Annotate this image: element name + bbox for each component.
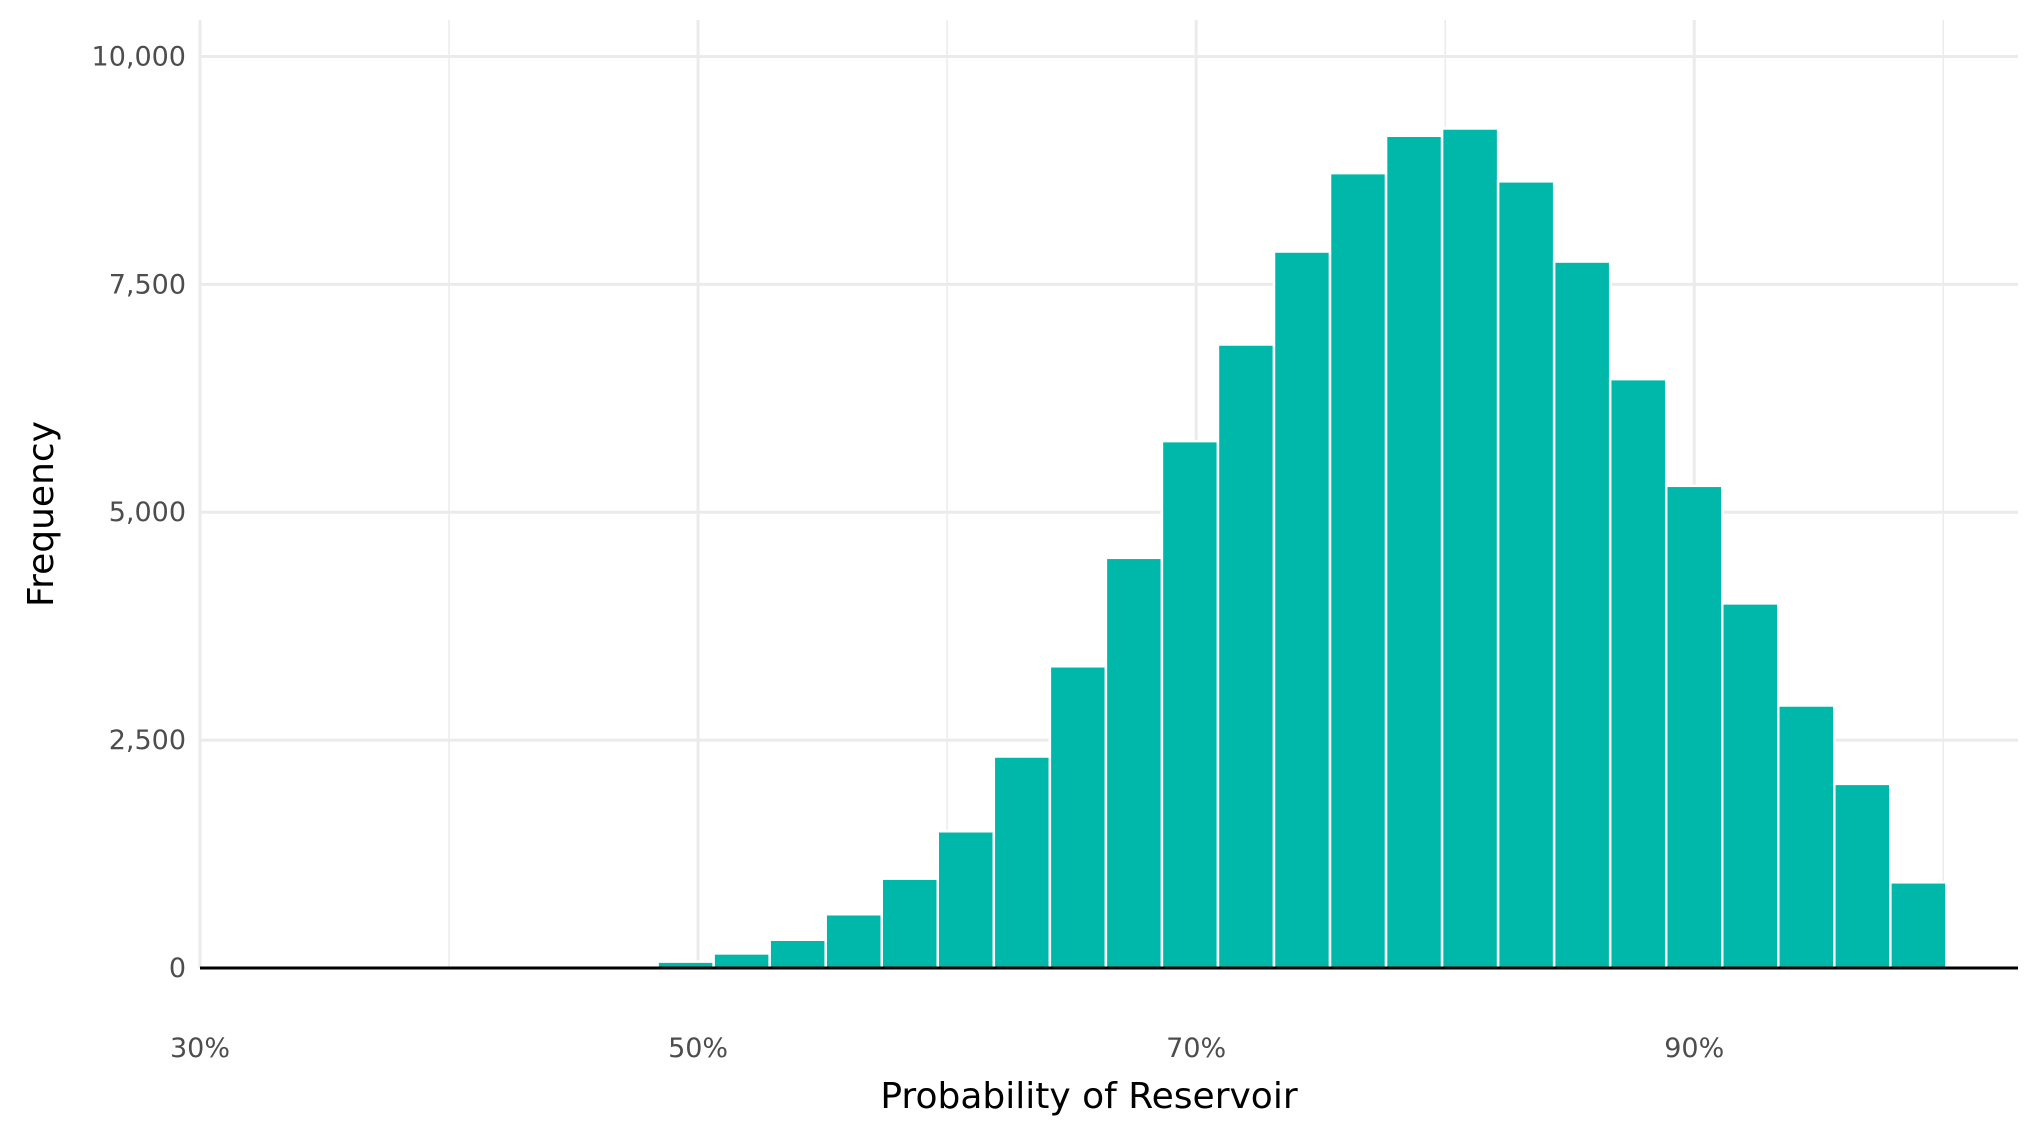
histogram-bar (1048, 665, 1108, 970)
y-tick-label: 7,500 (109, 269, 186, 300)
histogram-bar (1664, 484, 1724, 970)
x-tick-label: 30% (170, 1033, 230, 1064)
histogram-bar (1721, 602, 1780, 970)
x-tick-label: 70% (1166, 1033, 1226, 1064)
histogram-bar (1833, 782, 1892, 970)
y-tick-label: 2,500 (109, 725, 186, 756)
histogram-bar (824, 912, 884, 970)
x-tick-label: 50% (668, 1033, 728, 1064)
y-axis-title: Frequency (21, 421, 62, 607)
histogram-bar (1328, 171, 1388, 970)
histogram-bar (1889, 881, 1948, 970)
y-tick-label: 10,000 (92, 41, 186, 72)
histogram-bar (1440, 127, 1500, 970)
histogram-bar (1384, 134, 1444, 970)
histogram-bar (712, 952, 771, 970)
histogram-bars (600, 127, 1948, 970)
y-tick-label: 5,000 (109, 497, 186, 528)
y-tick-label: 0 (169, 953, 186, 984)
histogram-bar (1777, 704, 1836, 970)
histogram-bar (936, 830, 996, 970)
histogram-bar (992, 755, 1052, 970)
histogram-bar (1496, 180, 1556, 970)
y-axis-tick-labels: 0 2,500 5,000 7,500 10,000 (92, 41, 186, 984)
histogram-bar (880, 877, 940, 970)
histogram-bar (1104, 556, 1164, 970)
histogram-bar (1608, 377, 1668, 970)
x-tick-label: 90% (1664, 1033, 1724, 1064)
histogram-bar (1216, 343, 1276, 970)
histogram-bar (768, 938, 827, 970)
histogram-bar (1160, 439, 1220, 970)
histogram-bar (1272, 250, 1332, 970)
x-axis-tick-labels: 30% 50% 70% 90% (170, 1033, 1724, 1064)
histogram-bar (1552, 260, 1612, 970)
x-axis-title: Probability of Reservoir (880, 1076, 1297, 1117)
